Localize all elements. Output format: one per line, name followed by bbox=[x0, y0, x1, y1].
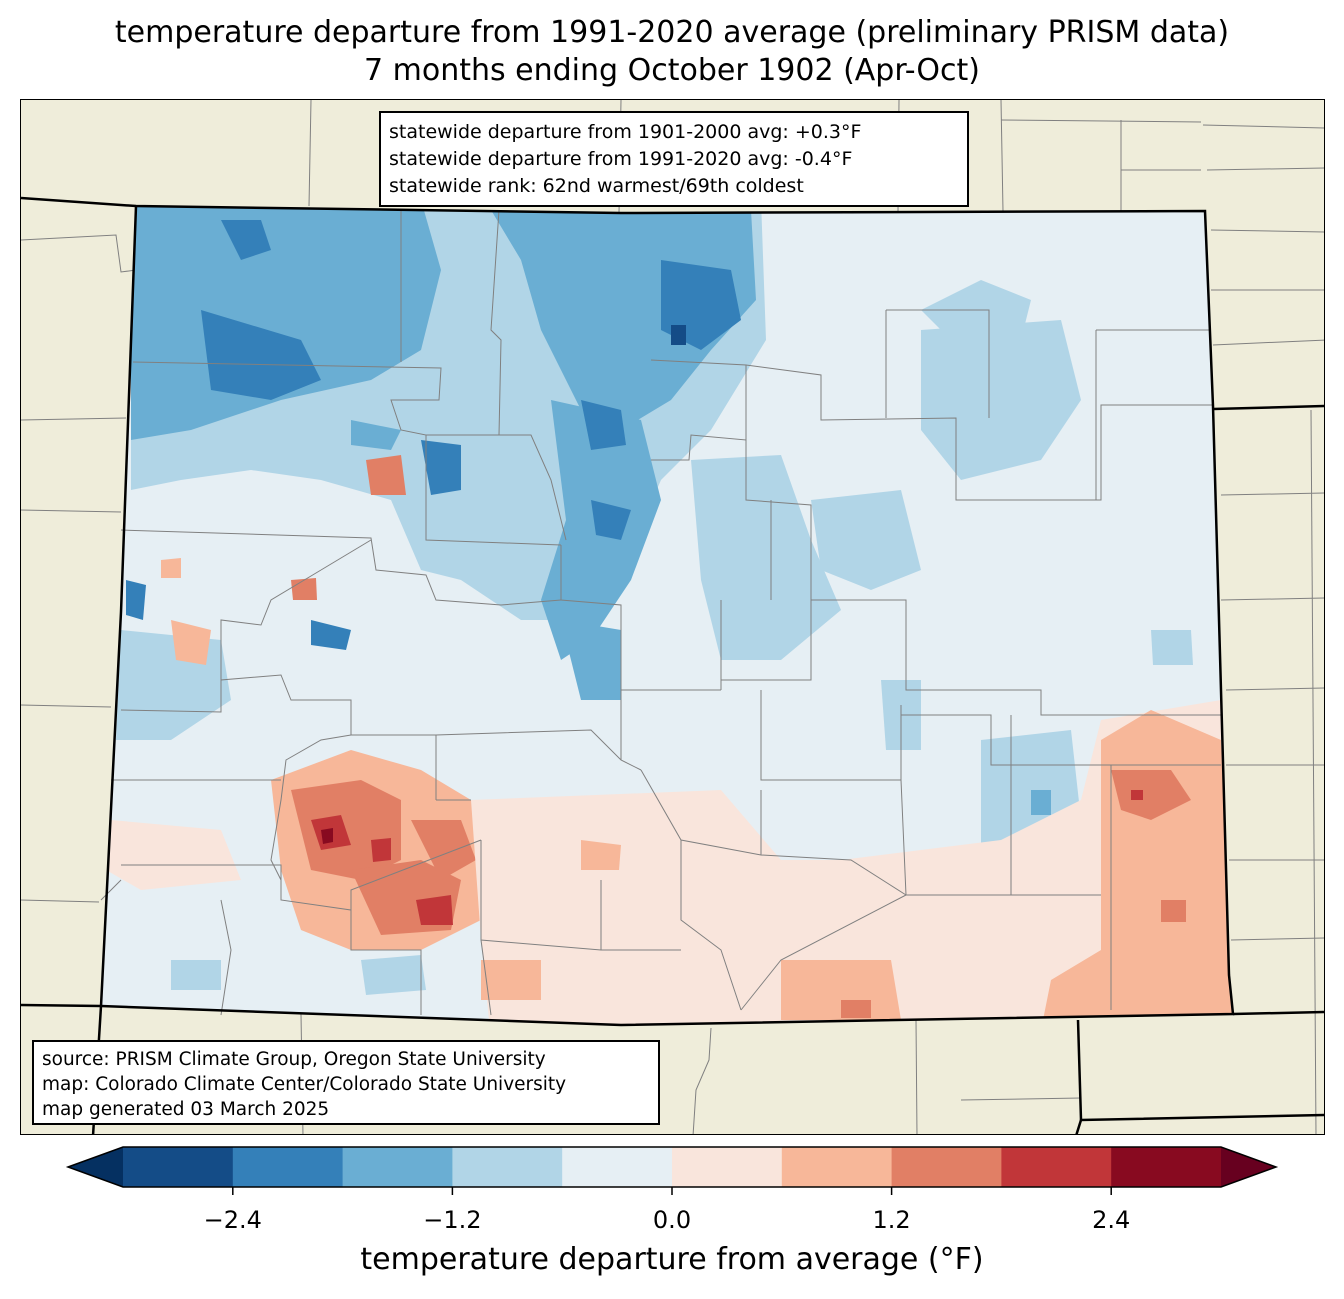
temperature-field bbox=[101, 206, 1233, 1025]
title-line-1: temperature departure from 1991-2020 ave… bbox=[114, 15, 1230, 50]
colorbar-segment bbox=[342, 1147, 453, 1187]
county-lines bbox=[100, 209, 1221, 1016]
credit-source: source: PRISM Climate Group, Oregon Stat… bbox=[42, 1049, 546, 1070]
colorbar-segment bbox=[672, 1147, 783, 1187]
colorbar-segment bbox=[1111, 1147, 1222, 1187]
stat-rank: statewide rank: 62nd warmest/69th coldes… bbox=[389, 175, 804, 197]
colorbar-over-arrow bbox=[1221, 1147, 1276, 1187]
colorbar-segment bbox=[781, 1147, 893, 1187]
colorbar-tick-label: −1.2 bbox=[423, 1206, 482, 1234]
colorbar-tick-label: 2.4 bbox=[1092, 1206, 1131, 1234]
credits-box: source: PRISM Climate Group, Oregon Stat… bbox=[32, 1040, 660, 1125]
colorado-map bbox=[21, 100, 1324, 1134]
colorbar-tick-label: 1.2 bbox=[872, 1206, 911, 1234]
colorbar-segment bbox=[452, 1147, 563, 1187]
colorbar-segment bbox=[232, 1147, 344, 1187]
colorbar bbox=[65, 1146, 1279, 1195]
stat-departure-1991-2020: statewide departure from 1991-2020 avg: … bbox=[389, 148, 853, 170]
colorbar-segment bbox=[891, 1147, 1002, 1187]
colorbar-outline bbox=[65, 1146, 1279, 1188]
statewide-stats-box: statewide departure from 1901-2000 avg: … bbox=[379, 111, 969, 207]
colorbar-segment bbox=[123, 1147, 234, 1187]
colorbar-segment bbox=[562, 1147, 673, 1187]
colorbar-label: temperature departure from average (°F) bbox=[360, 1242, 984, 1277]
credit-generated: map generated 03 March 2025 bbox=[42, 1099, 330, 1120]
colorbar-tick-label: −2.4 bbox=[203, 1206, 262, 1234]
map-title: temperature departure from 1991-2020 ave… bbox=[0, 14, 1344, 90]
colorbar-tick-label: 0.0 bbox=[652, 1206, 692, 1234]
map-panel: statewide departure from 1901-2000 avg: … bbox=[20, 99, 1325, 1135]
credit-map: map: Colorado Climate Center/Colorado St… bbox=[42, 1074, 567, 1095]
title-line-2: 7 months ending October 1902 (Apr-Oct) bbox=[364, 53, 980, 88]
stat-departure-1901-2000: statewide departure from 1901-2000 avg: … bbox=[389, 121, 862, 143]
colorbar-segment bbox=[1001, 1147, 1112, 1187]
colorbar-under-arrow bbox=[68, 1147, 123, 1187]
